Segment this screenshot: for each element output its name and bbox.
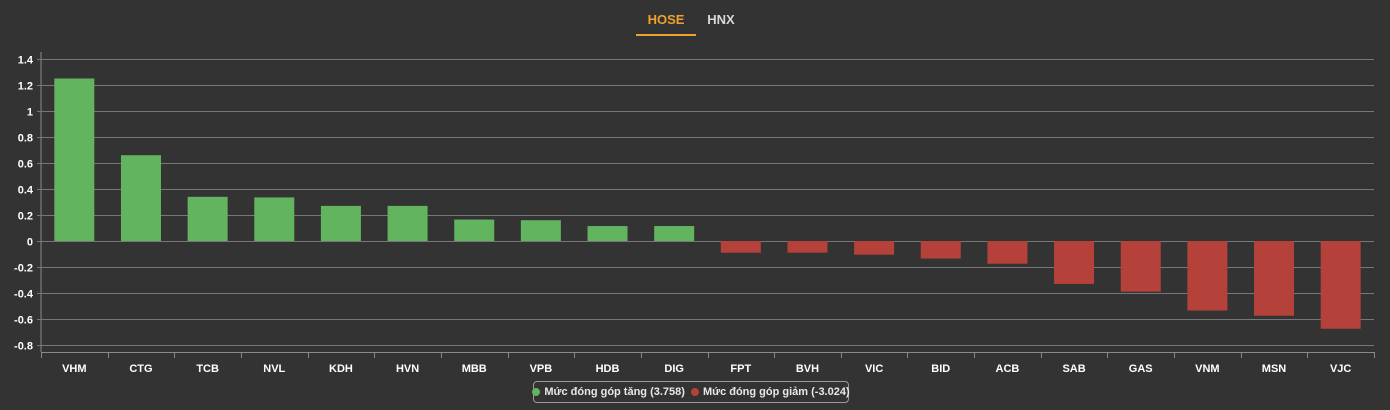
x-tick-label: HVN	[396, 363, 419, 375]
bar-dig[interactable]	[654, 226, 695, 241]
tab-hnx[interactable]: HNX	[707, 12, 735, 27]
positive-dot-icon	[532, 388, 541, 396]
bar-acb[interactable]	[987, 241, 1028, 264]
bar-sab[interactable]	[1054, 241, 1095, 284]
bar-tcb[interactable]	[187, 196, 228, 241]
x-tick-label: KDH	[329, 363, 353, 375]
bar-vic[interactable]	[854, 241, 895, 255]
x-tick-label: TCB	[196, 363, 219, 375]
legend-negative-label: Mức đóng góp giảm (-3.024)	[702, 386, 850, 398]
x-tick-label: NVL	[263, 363, 285, 375]
chart-legend: Mức đóng góp tăng (3.758) Mức đóng góp g…	[532, 381, 850, 403]
negative-dot-icon	[690, 388, 699, 396]
y-tick-label: -0.2	[14, 263, 33, 275]
y-tick-label: 0.2	[18, 211, 33, 223]
y-tick-label: 0.6	[18, 159, 33, 171]
x-tick-label: MSN	[1262, 363, 1287, 375]
x-tick-label: SAB	[1062, 363, 1085, 375]
y-tick-label: 0.4	[18, 185, 34, 197]
y-tick-label: -0.4	[14, 289, 34, 301]
bar-vnm[interactable]	[1187, 241, 1228, 311]
bar-vhm[interactable]	[54, 78, 95, 242]
bar-bid[interactable]	[920, 241, 961, 259]
x-tick-label: VPB	[530, 363, 553, 375]
x-axis-labels: VHM CTG TCB NVL KDH HVN MBB VPB HDB DIG FPT BVH VIC B…	[62, 363, 1351, 375]
bar-ctg[interactable]	[120, 155, 161, 241]
legend-item-positive[interactable]: Mức đóng góp tăng (3.758)	[532, 386, 685, 398]
x-tick-label: HDB	[596, 363, 620, 375]
bar-kdh[interactable]	[320, 205, 361, 241]
y-tick-label: 0.8	[18, 133, 33, 145]
y-tick-label: -0.8	[14, 341, 33, 353]
legend-positive-label: Mức đóng góp tăng (3.758)	[544, 386, 685, 398]
y-tick-label: 1.2	[18, 81, 33, 93]
tab-hose[interactable]: HOSE	[647, 12, 685, 27]
x-tick-label: VHM	[62, 363, 86, 375]
x-tick-label: DIG	[664, 363, 684, 375]
x-tick-label: BID	[931, 363, 950, 375]
bar-mbb[interactable]	[454, 219, 495, 241]
bar-fpt[interactable]	[720, 241, 761, 253]
legend-item-negative[interactable]: Mức đóng góp giảm (-3.024)	[690, 386, 850, 398]
x-tick-label: ACB	[996, 363, 1020, 375]
bar-msn[interactable]	[1254, 241, 1295, 316]
bar-layer	[54, 78, 1361, 329]
bar-hvn[interactable]	[387, 205, 428, 241]
bar-vjc[interactable]	[1320, 241, 1361, 329]
x-tick-label: FPT	[730, 363, 751, 375]
contribution-bar-chart: 1.4 1.2 1 0.8 0.6 0.4 0.2 0 -0.2 -0.4 -0.6 -0.8 VHM…	[14, 52, 1375, 375]
y-tick-label: 1	[27, 107, 33, 119]
active-tab-indicator	[636, 34, 696, 36]
x-tick-label: CTG	[129, 363, 152, 375]
x-tick-label: VIC	[865, 363, 883, 375]
y-tick-label: 1.4	[18, 55, 34, 67]
y-tick-label: 0	[27, 237, 33, 249]
bar-hdb[interactable]	[587, 226, 628, 241]
x-tick-label: MBB	[462, 363, 487, 375]
bar-nvl[interactable]	[254, 197, 295, 241]
x-tick-label: VNM	[1195, 363, 1219, 375]
x-tick-label: GAS	[1129, 363, 1153, 375]
x-tick-label: VJC	[1330, 363, 1351, 375]
bar-vpb[interactable]	[520, 220, 561, 241]
bar-bvh[interactable]	[787, 241, 828, 253]
y-tick-label: -0.6	[14, 315, 33, 327]
x-tick-label: BVH	[796, 363, 819, 375]
bar-gas[interactable]	[1120, 241, 1161, 292]
exchange-tabs: HOSE HNX	[0, 8, 1390, 38]
